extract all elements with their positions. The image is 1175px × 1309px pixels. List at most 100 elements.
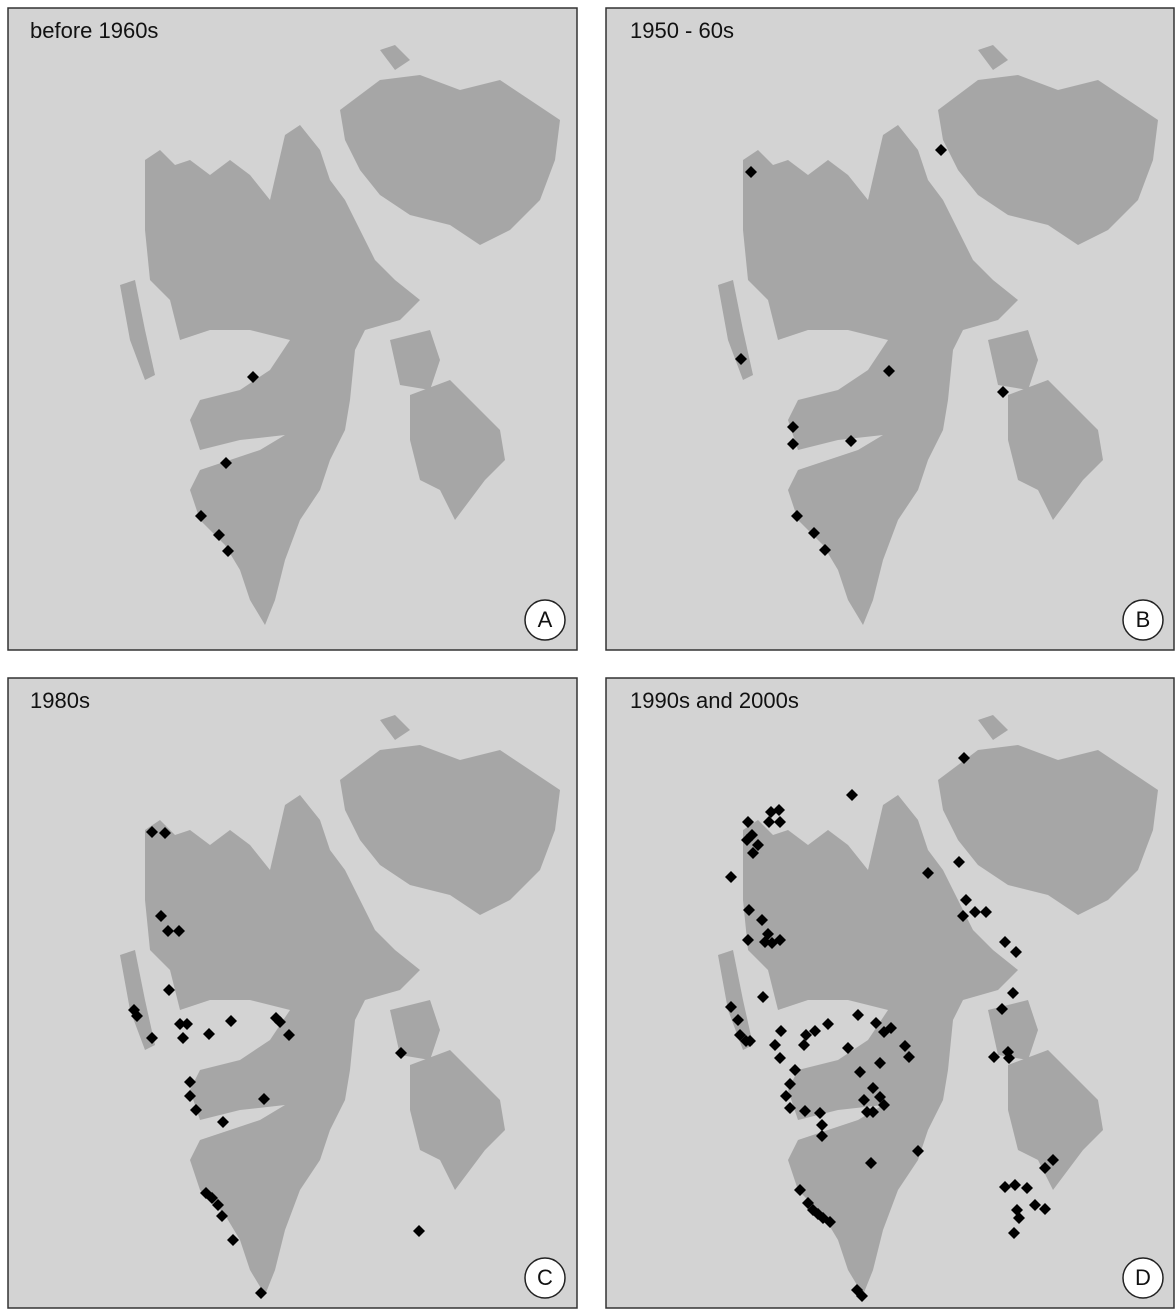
sighting-marker bbox=[996, 1003, 1008, 1015]
sighting-marker bbox=[780, 1090, 792, 1102]
panel: 1990s and 2000s D bbox=[605, 677, 1175, 1309]
sighting-marker bbox=[999, 1181, 1011, 1193]
sighting-marker bbox=[789, 1064, 801, 1076]
sighting-marker bbox=[883, 365, 895, 377]
sighting-marker bbox=[146, 826, 158, 838]
sighting-marker bbox=[809, 1025, 821, 1037]
sighting-marker bbox=[814, 1107, 826, 1119]
sighting-marker bbox=[1047, 1154, 1059, 1166]
sighting-marker bbox=[865, 1157, 877, 1169]
sighting-marker bbox=[774, 816, 786, 828]
sighting-marker bbox=[854, 1066, 866, 1078]
sighting-marker bbox=[181, 1018, 193, 1030]
sighting-marker bbox=[870, 1017, 882, 1029]
sighting-marker bbox=[1003, 1052, 1015, 1064]
sighting-marker bbox=[747, 847, 759, 859]
sighting-marker bbox=[213, 529, 225, 541]
sighting-marker bbox=[774, 1052, 786, 1064]
sighting-marker bbox=[858, 1094, 870, 1106]
sighting-marker bbox=[1009, 1179, 1021, 1191]
sighting-marker bbox=[217, 1116, 229, 1128]
sighting-marker bbox=[798, 1039, 810, 1051]
sighting-marker bbox=[846, 789, 858, 801]
sighting-marker bbox=[742, 816, 754, 828]
sighting-marker bbox=[735, 353, 747, 365]
sightings bbox=[128, 144, 1059, 1302]
sighting-marker bbox=[206, 1192, 218, 1204]
sighting-marker bbox=[222, 545, 234, 557]
sighting-marker bbox=[819, 544, 831, 556]
sighting-marker bbox=[852, 1009, 864, 1021]
sighting-marker bbox=[824, 1216, 836, 1228]
sighting-marker bbox=[195, 510, 207, 522]
sighting-marker bbox=[773, 804, 785, 816]
sighting-marker bbox=[1039, 1203, 1051, 1215]
sighting-marker bbox=[787, 438, 799, 450]
sighting-marker bbox=[757, 991, 769, 1003]
panel-label: D bbox=[1135, 1265, 1151, 1290]
sighting-marker bbox=[216, 1210, 228, 1222]
sighting-marker bbox=[774, 934, 786, 946]
sighting-marker bbox=[997, 386, 1009, 398]
sighting-marker bbox=[1039, 1162, 1051, 1174]
sighting-marker bbox=[922, 867, 934, 879]
sighting-marker bbox=[988, 1051, 1000, 1063]
sighting-marker bbox=[1013, 1212, 1025, 1224]
sighting-marker bbox=[174, 1018, 186, 1030]
sighting-marker bbox=[220, 457, 232, 469]
sighting-marker bbox=[763, 816, 775, 828]
sighting-marker bbox=[247, 371, 259, 383]
sighting-marker bbox=[184, 1076, 196, 1088]
sighting-marker bbox=[227, 1234, 239, 1246]
sighting-marker bbox=[725, 871, 737, 883]
sighting-marker bbox=[935, 144, 947, 156]
sighting-marker bbox=[784, 1078, 796, 1090]
sighting-marker bbox=[255, 1287, 267, 1299]
sighting-marker bbox=[816, 1130, 828, 1142]
sighting-marker bbox=[874, 1057, 886, 1069]
sighting-marker bbox=[745, 166, 757, 178]
sighting-marker bbox=[184, 1090, 196, 1102]
panel-label: A bbox=[538, 607, 553, 632]
sighting-marker bbox=[190, 1104, 202, 1116]
sighting-marker bbox=[203, 1028, 215, 1040]
panel-title: 1950 - 60s bbox=[630, 18, 734, 43]
sighting-marker bbox=[274, 1016, 286, 1028]
sighting-marker bbox=[159, 827, 171, 839]
sighting-marker bbox=[283, 1029, 295, 1041]
sighting-marker bbox=[822, 1018, 834, 1030]
sighting-marker bbox=[816, 1119, 828, 1131]
sighting-marker bbox=[741, 834, 753, 846]
sighting-marker bbox=[725, 1001, 737, 1013]
panel: before 1960s A bbox=[7, 7, 578, 651]
sighting-marker bbox=[885, 1022, 897, 1034]
sighting-marker bbox=[225, 1015, 237, 1027]
sighting-marker bbox=[258, 1093, 270, 1105]
sighting-marker bbox=[787, 421, 799, 433]
sighting-marker bbox=[162, 925, 174, 937]
sighting-marker bbox=[163, 984, 175, 996]
sighting-marker bbox=[1007, 987, 1019, 999]
panel-title: before 1960s bbox=[30, 18, 158, 43]
panel: 1950 - 60s B bbox=[605, 7, 1175, 651]
panel-label: B bbox=[1136, 607, 1151, 632]
sighting-marker bbox=[999, 936, 1011, 948]
sighting-marker bbox=[903, 1051, 915, 1063]
sighting-marker bbox=[1021, 1182, 1033, 1194]
panel-title: 1990s and 2000s bbox=[630, 688, 799, 713]
sighting-marker bbox=[775, 1025, 787, 1037]
sighting-marker bbox=[867, 1106, 879, 1118]
sighting-marker bbox=[784, 1102, 796, 1114]
sighting-marker bbox=[155, 910, 167, 922]
panel-label: C bbox=[537, 1265, 553, 1290]
sighting-marker bbox=[856, 1290, 868, 1302]
sighting-marker bbox=[842, 1042, 854, 1054]
sighting-marker bbox=[845, 435, 857, 447]
sighting-marker bbox=[146, 1032, 158, 1044]
sighting-marker bbox=[878, 1099, 890, 1111]
sighting-marker bbox=[953, 856, 965, 868]
sighting-marker bbox=[756, 914, 768, 926]
sighting-marker bbox=[1029, 1199, 1041, 1211]
panel: 1980s C bbox=[7, 677, 578, 1309]
